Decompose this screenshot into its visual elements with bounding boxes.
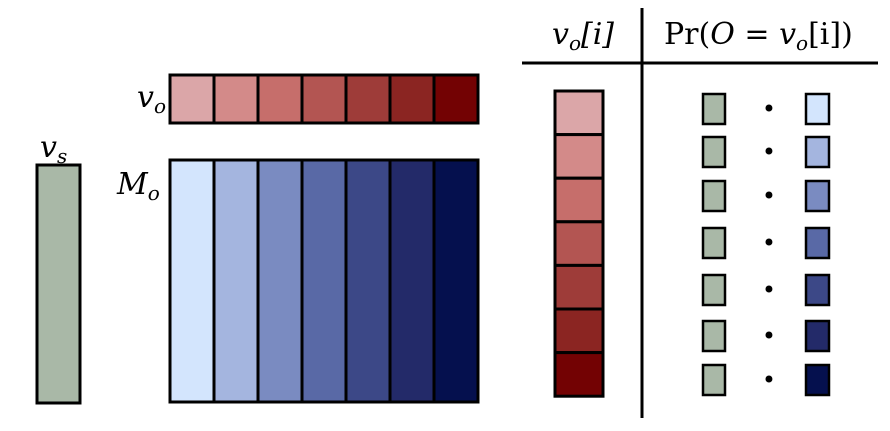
Mo-column bbox=[212, 158, 260, 404]
vs-row-cell bbox=[701, 135, 727, 169]
probability-rows: • • • • • • • bbox=[701, 92, 831, 397]
probability-row: • bbox=[701, 363, 831, 397]
Mo-label: Mo bbox=[116, 167, 160, 205]
Mo-column bbox=[432, 158, 480, 404]
Mo-row-cell bbox=[804, 363, 831, 397]
probability-row: • bbox=[701, 226, 831, 260]
vo-cell bbox=[344, 73, 392, 125]
vo-cell bbox=[300, 73, 348, 125]
vo-row-vector bbox=[168, 73, 480, 125]
dot-product-icon: • bbox=[762, 322, 776, 350]
probability-row: • bbox=[701, 179, 831, 213]
vs-row-cell bbox=[701, 273, 727, 307]
vo-label: vo bbox=[137, 80, 166, 118]
vo-i-column-stack bbox=[553, 89, 605, 398]
probability-row: • bbox=[701, 319, 831, 353]
vo-i-cell bbox=[553, 220, 605, 267]
probability-row: • bbox=[701, 273, 831, 307]
vo-cell bbox=[432, 73, 480, 125]
col-header-probability: Pr(O = vo[i]) bbox=[664, 17, 853, 55]
vs-row-cell bbox=[701, 226, 727, 260]
Mo-column bbox=[256, 158, 304, 404]
Mo-row-cell bbox=[804, 273, 831, 307]
dot-product-icon: • bbox=[762, 229, 776, 257]
dot-product-icon: • bbox=[762, 182, 776, 210]
Mo-column bbox=[344, 158, 392, 404]
vo-i-cell bbox=[553, 133, 605, 180]
Mo-column bbox=[300, 158, 348, 404]
Mo-row-cell bbox=[804, 179, 831, 213]
Mo-column bbox=[168, 158, 216, 404]
vs-row-cell bbox=[701, 92, 727, 126]
Mo-matrix bbox=[168, 158, 480, 404]
vo-i-cell bbox=[553, 351, 605, 398]
vo-i-cell bbox=[553, 307, 605, 355]
vo-cell bbox=[168, 73, 216, 125]
dot-product-icon: • bbox=[762, 276, 776, 304]
dot-product-icon: • bbox=[762, 95, 776, 123]
vs-label: vs bbox=[40, 130, 67, 168]
vo-cell bbox=[256, 73, 304, 125]
Mo-row-cell bbox=[804, 92, 831, 126]
vo-cell bbox=[388, 73, 436, 125]
Mo-row-cell bbox=[804, 135, 831, 169]
Mo-row-cell bbox=[804, 226, 831, 260]
vo-i-cell bbox=[553, 89, 605, 137]
vo-i-cell bbox=[553, 263, 605, 311]
Mo-row-cell bbox=[804, 319, 831, 353]
dot-product-icon: • bbox=[762, 138, 776, 166]
vs-row-cell bbox=[701, 363, 727, 397]
vs-row-cell bbox=[701, 319, 727, 353]
probability-row: • bbox=[701, 92, 831, 126]
probability-row: • bbox=[701, 135, 831, 169]
col-header-vo-i: vo[i] bbox=[552, 17, 614, 55]
vo-i-cell bbox=[553, 176, 605, 224]
Mo-column bbox=[388, 158, 436, 404]
vs-vector bbox=[35, 163, 82, 405]
vs-row-cell bbox=[701, 179, 727, 213]
vo-cell bbox=[212, 73, 260, 125]
dot-product-icon: • bbox=[762, 366, 776, 394]
